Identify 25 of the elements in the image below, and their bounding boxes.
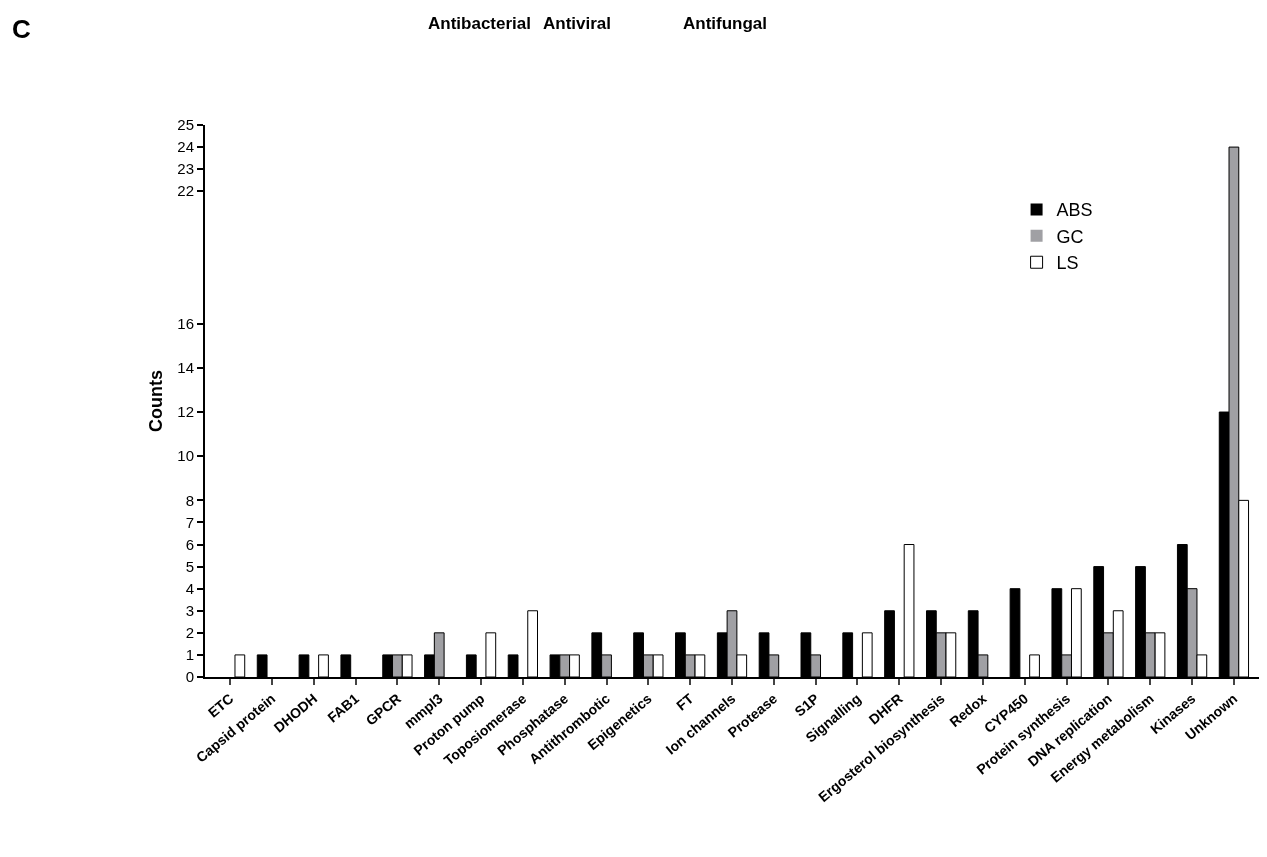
- y-tick-label: 10: [177, 447, 194, 465]
- y-tick-label: 22: [177, 182, 194, 200]
- text: Antifungal: [683, 14, 768, 33]
- legend-label: GC: [1056, 226, 1084, 247]
- y-tick-label: 12: [177, 403, 194, 421]
- y-tick-label: 24: [177, 138, 194, 156]
- y-tick-label: 23: [177, 160, 194, 178]
- y-tick-label: 5: [185, 557, 194, 575]
- y-tick-label: 25: [177, 116, 194, 134]
- y-tick-label: 14: [177, 359, 194, 377]
- y-tick-label: 3: [185, 602, 194, 620]
- y-tick-label: 2: [185, 624, 194, 642]
- text: Antiviral: [543, 14, 612, 33]
- legend-label: ABS: [1056, 200, 1093, 221]
- y-tick-label: 6: [185, 535, 194, 553]
- y-tick-label: 4: [185, 579, 194, 597]
- text: Antibacterial: [428, 14, 531, 33]
- y-tick-label: 16: [177, 314, 194, 332]
- y-tick-label: 8: [185, 491, 194, 509]
- y-axis-title: Counts: [146, 370, 167, 432]
- y-tick-label: 7: [185, 513, 194, 531]
- y-tick-label: 1: [185, 646, 194, 664]
- y-tick-label: 0: [185, 668, 194, 686]
- text: C: [12, 14, 31, 44]
- legend-label: LS: [1056, 253, 1079, 274]
